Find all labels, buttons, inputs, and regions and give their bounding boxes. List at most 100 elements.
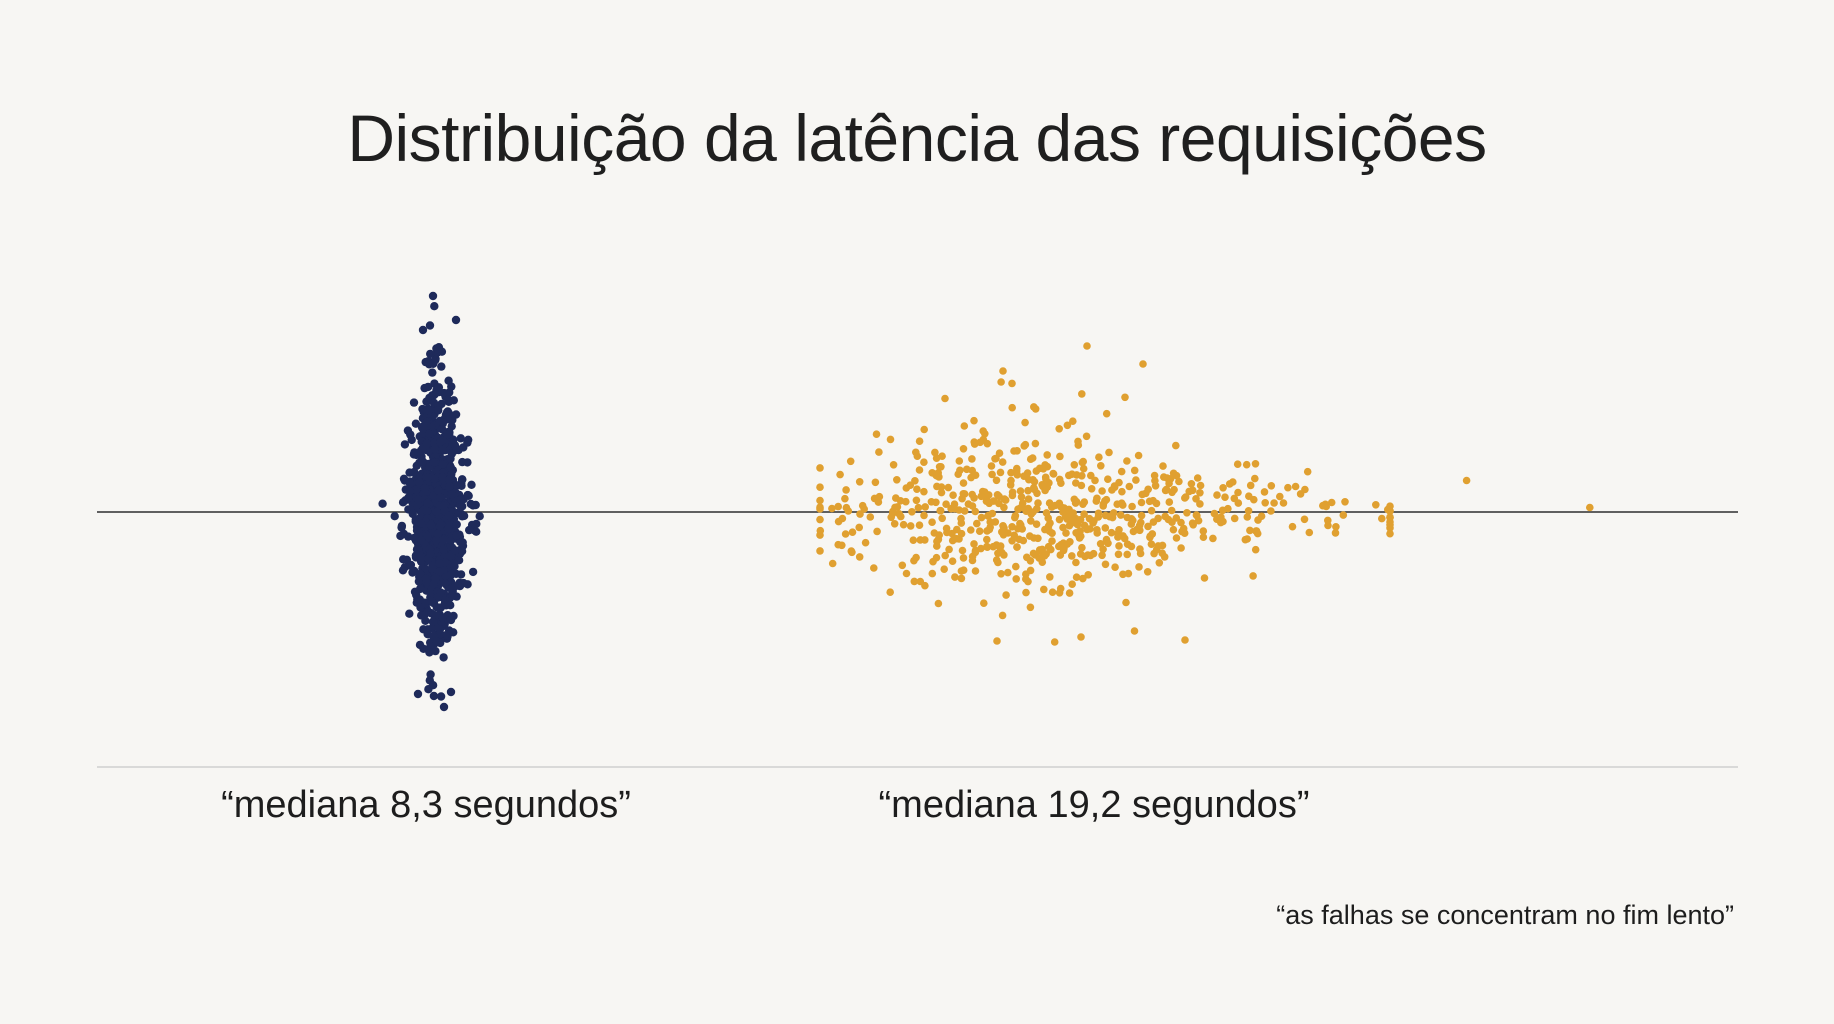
point-orange <box>1121 393 1129 402</box>
point-navy <box>406 430 415 439</box>
point-navy <box>438 536 448 545</box>
point-orange <box>959 554 968 562</box>
point-orange <box>846 457 855 466</box>
point-navy <box>430 302 439 311</box>
point-orange <box>942 500 950 509</box>
point-orange <box>980 599 988 607</box>
point-orange <box>973 519 981 528</box>
point-navy <box>431 356 440 365</box>
point-orange <box>1138 490 1147 499</box>
point-orange <box>1193 511 1201 520</box>
point-navy <box>428 368 437 377</box>
point-orange <box>848 528 857 536</box>
point-orange <box>1245 492 1253 501</box>
point-orange <box>1339 511 1348 519</box>
point-orange <box>1252 527 1260 535</box>
point-navy <box>452 531 461 540</box>
point-orange <box>1128 502 1136 511</box>
point-orange <box>1031 439 1040 448</box>
chart-title: Distribuição da latência das requisições <box>347 101 1487 175</box>
point-orange <box>950 504 959 513</box>
point-navy <box>421 599 430 608</box>
point-navy <box>423 473 433 482</box>
point-orange <box>1251 545 1260 554</box>
point-orange <box>828 504 836 513</box>
point-orange <box>838 541 846 550</box>
point-orange <box>1008 403 1016 412</box>
point-orange <box>1080 521 1089 530</box>
point-orange <box>1048 588 1057 596</box>
point-orange <box>1164 515 1173 524</box>
point-orange <box>1101 524 1110 532</box>
point-navy <box>405 479 415 488</box>
point-navy <box>417 519 426 528</box>
point-orange <box>1012 562 1020 571</box>
point-orange <box>1130 466 1139 475</box>
point-orange <box>1065 521 1074 530</box>
point-navy <box>425 429 434 438</box>
point-orange <box>1147 540 1156 548</box>
point-orange <box>1078 390 1086 398</box>
point-orange <box>971 567 980 575</box>
point-orange <box>1111 563 1119 571</box>
point-navy <box>472 519 481 529</box>
point-navy <box>435 559 444 568</box>
point-orange <box>921 581 929 590</box>
point-orange <box>1244 507 1253 515</box>
point-orange <box>1341 498 1349 506</box>
point-orange <box>1149 518 1158 526</box>
point-navy <box>439 545 448 554</box>
point-navy <box>421 574 431 583</box>
point-navy <box>436 692 446 701</box>
point-orange <box>1030 478 1039 486</box>
point-navy <box>426 549 435 558</box>
point-orange <box>1114 550 1123 559</box>
point-orange <box>1221 493 1229 502</box>
point-orange <box>1332 523 1340 531</box>
point-orange <box>1200 574 1209 582</box>
point-navy <box>431 646 440 656</box>
point-orange <box>1199 533 1208 541</box>
annotation-text: “as falhas se concentram no fim lento” <box>1276 900 1734 930</box>
point-navy <box>444 524 453 533</box>
point-orange <box>908 508 916 516</box>
point-orange <box>861 538 870 547</box>
point-navy <box>438 425 447 434</box>
point-orange <box>1168 488 1176 497</box>
point-orange <box>970 540 978 548</box>
point-navy <box>422 439 432 448</box>
point-orange <box>1042 475 1050 483</box>
point-orange <box>968 552 977 561</box>
point-orange <box>976 438 984 447</box>
point-orange <box>985 525 994 534</box>
point-orange <box>1070 461 1079 469</box>
point-orange <box>920 458 928 467</box>
point-navy <box>446 687 456 697</box>
point-orange <box>1087 485 1096 493</box>
point-orange <box>951 573 959 581</box>
point-orange <box>977 492 986 501</box>
point-orange <box>1102 409 1111 418</box>
point-orange <box>1020 442 1028 450</box>
point-navy <box>413 689 423 699</box>
point-orange <box>991 518 1000 526</box>
point-orange <box>931 448 939 457</box>
point-navy <box>434 383 444 392</box>
point-orange <box>970 438 978 446</box>
point-orange <box>991 455 999 463</box>
point-orange <box>1213 491 1221 499</box>
point-orange <box>1139 360 1147 368</box>
point-orange <box>1068 516 1077 524</box>
point-navy <box>423 498 432 508</box>
point-navy <box>431 573 440 583</box>
point-orange <box>1144 522 1152 531</box>
point-orange <box>995 449 1004 458</box>
point-orange <box>1013 447 1021 455</box>
point-orange <box>1007 468 1015 477</box>
point-orange <box>1040 585 1048 594</box>
point-orange <box>847 547 856 555</box>
point-navy <box>410 533 419 542</box>
point-navy <box>464 435 473 444</box>
point-orange <box>816 496 824 505</box>
point-navy <box>434 486 443 495</box>
